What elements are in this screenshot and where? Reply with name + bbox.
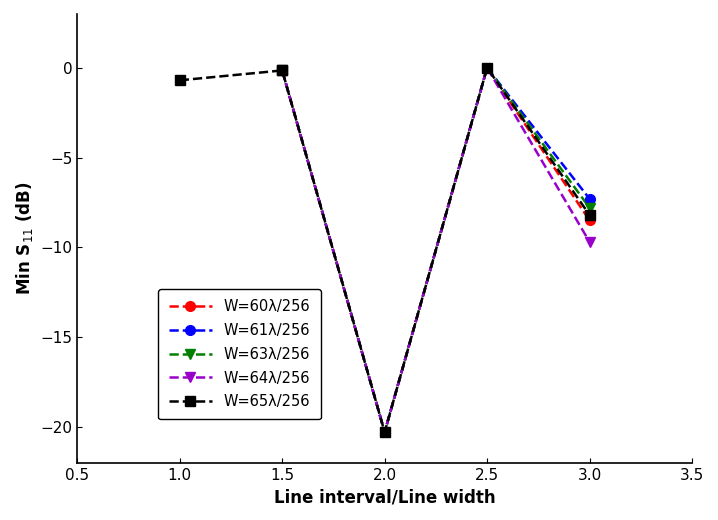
- X-axis label: Line interval/Line width: Line interval/Line width: [274, 488, 495, 506]
- Y-axis label: Min S$_{11}$ (dB): Min S$_{11}$ (dB): [14, 181, 35, 295]
- Legend: W=60λ/256, W=61λ/256, W=63λ/256, W=64λ/256, W=65λ/256: W=60λ/256, W=61λ/256, W=63λ/256, W=64λ/2…: [159, 289, 321, 420]
